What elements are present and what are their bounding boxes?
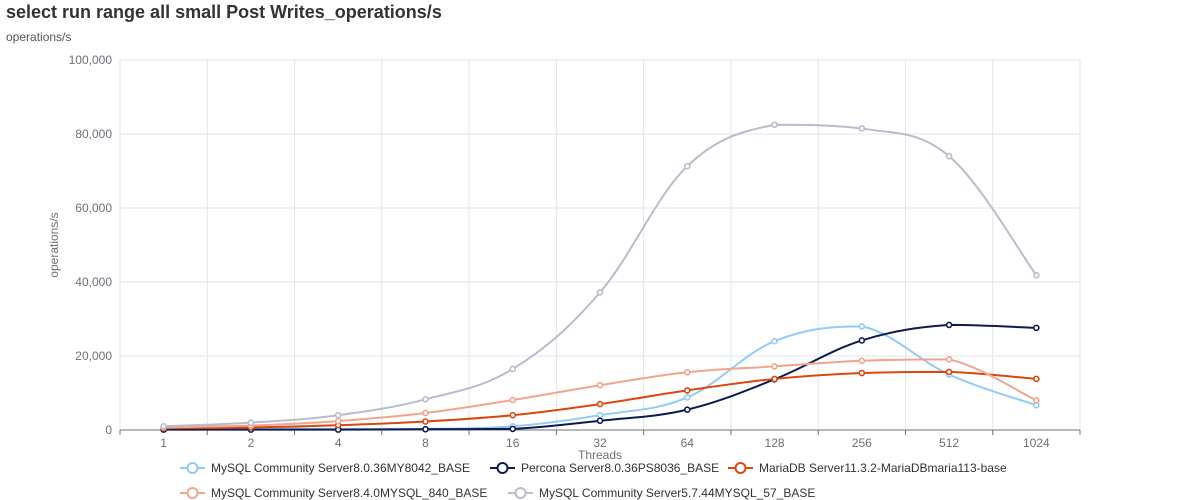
- data-point[interactable]: [945, 368, 953, 376]
- legend-marker-icon: [186, 487, 199, 499]
- data-point[interactable]: [858, 337, 866, 344]
- data-point[interactable]: [771, 337, 778, 345]
- chart-subtitle: operations/s: [6, 30, 72, 44]
- data-point[interactable]: [509, 365, 517, 373]
- data-point[interactable]: [422, 425, 429, 433]
- legend-item[interactable]: MySQL Community Server8.4.0MYSQL_840_BAS…: [180, 486, 487, 500]
- x-tick-label: 32: [593, 436, 607, 450]
- data-point[interactable]: [771, 375, 778, 383]
- series-1: [160, 323, 1040, 433]
- x-axis-label: Threads: [578, 448, 622, 462]
- data-point[interactable]: [247, 419, 255, 426]
- data-point[interactable]: [596, 417, 604, 425]
- data-point[interactable]: [596, 381, 604, 389]
- x-tick-label: 16: [506, 436, 520, 450]
- x-tick-label: 1: [160, 436, 167, 450]
- data-point[interactable]: [858, 357, 866, 365]
- legend-label: MySQL Community Server8.4.0MYSQL_840_BAS…: [211, 486, 487, 500]
- legend-item[interactable]: MySQL Community Server8.0.36MY8042_BASE: [180, 461, 470, 475]
- x-tick-label: 512: [939, 436, 959, 450]
- legend-marker-icon: [734, 462, 747, 474]
- data-point[interactable]: [683, 162, 691, 170]
- data-point[interactable]: [683, 406, 691, 413]
- legend-label: MySQL Community Server8.0.36MY8042_BASE: [211, 461, 470, 475]
- data-point[interactable]: [422, 418, 429, 425]
- legend-item[interactable]: MariaDB Server11.3.2-MariaDBmaria113-bas…: [728, 461, 1007, 475]
- x-tick-label: 8: [422, 436, 429, 450]
- data-point[interactable]: [1033, 324, 1040, 332]
- legend-marker-icon: [496, 462, 509, 474]
- x-tick-label: 1024: [1023, 436, 1050, 450]
- data-point[interactable]: [945, 356, 953, 363]
- y-tick-label: 20,000: [75, 349, 112, 363]
- data-point[interactable]: [422, 409, 429, 417]
- x-tick-label: 2: [248, 436, 255, 450]
- data-point[interactable]: [160, 422, 167, 430]
- data-point[interactable]: [334, 417, 342, 425]
- data-point[interactable]: [596, 289, 604, 296]
- data-point[interactable]: [422, 395, 429, 403]
- y-tick-label: 40,000: [75, 275, 112, 289]
- y-axis-label: operations/s: [47, 212, 61, 277]
- series-line: [163, 123, 1038, 428]
- data-point[interactable]: [1033, 272, 1040, 279]
- series-5: [160, 121, 1040, 430]
- y-tick-label: 60,000: [75, 201, 112, 215]
- x-tick-label: 4: [335, 436, 342, 450]
- data-point[interactable]: [771, 363, 778, 370]
- legend-item[interactable]: Percona Server8.0.36PS8036_BASE: [490, 461, 719, 475]
- legend-label: MySQL Community Server5.7.44MYSQL_57_BAS…: [539, 486, 815, 500]
- y-tick-label: 100,000: [69, 53, 113, 67]
- y-tick-label: 80,000: [75, 127, 112, 141]
- y-tick-label: 0: [105, 423, 112, 437]
- data-point[interactable]: [596, 400, 604, 408]
- data-point[interactable]: [1033, 397, 1040, 404]
- x-tick-label: 128: [765, 436, 785, 450]
- data-point[interactable]: [596, 411, 604, 419]
- data-point[interactable]: [771, 121, 778, 129]
- x-tick-label: 64: [681, 436, 695, 450]
- data-point[interactable]: [858, 323, 866, 330]
- data-point[interactable]: [858, 125, 866, 132]
- data-point[interactable]: [945, 321, 953, 329]
- chart-title: select run range all small Post Writes_o…: [6, 2, 442, 22]
- data-point[interactable]: [509, 425, 517, 433]
- legend-item[interactable]: MySQL Community Server5.7.44MYSQL_57_BAS…: [508, 486, 815, 500]
- data-point[interactable]: [858, 369, 866, 377]
- data-point[interactable]: [683, 368, 691, 376]
- x-tick-label: 256: [852, 436, 872, 450]
- axis-layer: 0 20,000 40,000 60,000 80,000 100,000 1 2 4 8 16 32…: [69, 53, 1081, 450]
- legend[interactable]: MySQL Community Server8.0.36MY8042_BASE P…: [180, 461, 1007, 500]
- data-point[interactable]: [334, 411, 342, 419]
- legend-marker-icon: [186, 462, 199, 474]
- grid-layer: [119, 59, 1081, 430]
- data-point[interactable]: [1033, 375, 1040, 383]
- data-point[interactable]: [509, 396, 517, 404]
- data-point[interactable]: [509, 411, 517, 419]
- data-point[interactable]: [945, 152, 953, 160]
- legend-label: Percona Server8.0.36PS8036_BASE: [521, 461, 719, 475]
- data-point[interactable]: [683, 387, 691, 394]
- series-3: [160, 368, 1040, 432]
- legend-label: MariaDB Server11.3.2-MariaDBmaria113-bas…: [759, 461, 1007, 475]
- legend-marker-icon: [514, 487, 527, 499]
- series-layer: [160, 121, 1040, 433]
- data-point[interactable]: [683, 394, 691, 401]
